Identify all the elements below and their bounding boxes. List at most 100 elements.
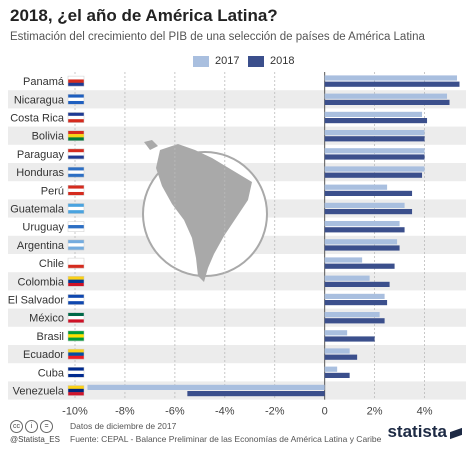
- flag-icon: [67, 294, 85, 305]
- category-label: Perú: [41, 185, 64, 197]
- source-text: Fuente: CEPAL - Balance Preliminar de la…: [70, 434, 382, 444]
- flags: [67, 75, 85, 396]
- flag-icon: [67, 330, 85, 342]
- bar-2017: [324, 75, 458, 81]
- flag-icon: [67, 257, 85, 269]
- flag-stripe: [68, 79, 84, 83]
- bar-2018: [324, 281, 390, 287]
- flag-border: [67, 330, 85, 342]
- x-tick-label: -2%: [265, 406, 285, 418]
- x-tick-label: 0: [322, 406, 328, 418]
- flag-stripe: [68, 392, 84, 396]
- bar-2017: [324, 148, 425, 154]
- grid-lines: [74, 72, 425, 400]
- category-label: Nicaragua: [14, 94, 65, 106]
- flag-stripe: [68, 152, 84, 156]
- flag-stripe: [68, 388, 84, 393]
- flag-border: [67, 148, 85, 160]
- flag-border: [67, 112, 85, 123]
- bar-2018: [324, 227, 405, 233]
- x-tick-label: -8%: [115, 406, 135, 418]
- license-icons: cc i =: [10, 420, 53, 433]
- x-tick-label: -6%: [165, 406, 185, 418]
- flag-stripe: [68, 319, 84, 323]
- flag-stripe: [68, 264, 84, 269]
- category-label: Chile: [39, 258, 64, 270]
- flag-icon: [67, 185, 85, 196]
- x-tick-label: -4%: [215, 406, 235, 418]
- flag-stripe: [68, 119, 84, 123]
- category-label: Uruguay: [22, 222, 64, 234]
- flag-stripe: [68, 334, 84, 338]
- flag-border: [67, 257, 85, 269]
- bar-2017: [324, 221, 400, 227]
- flag-stripe: [68, 337, 84, 342]
- bar-2018: [324, 336, 375, 342]
- flag-stripe: [68, 188, 84, 193]
- flag-border: [67, 239, 85, 251]
- bar-2018: [324, 190, 413, 196]
- bar-2017: [324, 184, 388, 190]
- flag-stripe: [68, 100, 84, 105]
- flag-border: [67, 385, 85, 396]
- brand-name: statista: [387, 422, 447, 441]
- flag-stripe: [68, 279, 84, 284]
- category-label: Honduras: [16, 167, 64, 179]
- flag-border: [67, 166, 85, 178]
- flag-icon: [67, 203, 85, 214]
- flag-stripe: [68, 148, 84, 153]
- bar-2017: [324, 312, 380, 318]
- footer: cc i = @Statista_ES Datos de diciembre d…: [0, 418, 474, 451]
- flag-border: [67, 276, 85, 287]
- flag-stripe: [68, 258, 84, 262]
- flag-stripe: [68, 228, 84, 232]
- chart-title: 2018, ¿el año de América Latina?: [10, 6, 278, 25]
- flag-stripe: [68, 225, 84, 229]
- category-labels: Panamá Nicaragua Costa Rica Bolivia Paraguay…: [8, 76, 65, 397]
- flag-stripe: [68, 203, 84, 208]
- flag-stripe: [68, 276, 84, 280]
- flag-icon: [67, 276, 85, 287]
- bar-2017: [324, 366, 338, 372]
- flag-border: [67, 348, 85, 360]
- flag-stripe: [68, 210, 84, 214]
- flag-stripe: [68, 316, 84, 320]
- flag-border: [67, 312, 85, 323]
- flag-stripe: [68, 261, 84, 265]
- category-label: Argentina: [17, 240, 65, 252]
- bar-2018: [324, 118, 428, 124]
- flag-stripe: [68, 294, 84, 299]
- flag-stripe: [68, 246, 84, 251]
- legend-label-2017: 2017: [215, 55, 240, 67]
- legend-swatch-2017: [193, 55, 209, 67]
- flag-icon: [67, 130, 85, 141]
- flag-border: [67, 75, 85, 87]
- bar-2017: [324, 93, 448, 99]
- flag-stripe: [68, 94, 84, 98]
- flag-border: [67, 367, 85, 378]
- legend-swatch-2018: [248, 55, 264, 67]
- flag-icon: [67, 239, 85, 251]
- flag-border: [67, 130, 85, 141]
- category-label: El Salvador: [8, 295, 65, 307]
- legend-label-2018: 2018: [270, 55, 295, 67]
- flag-stripe: [68, 373, 84, 378]
- flag-icon: [67, 367, 85, 378]
- flag-stripe: [68, 221, 84, 226]
- central-america-shape: [144, 140, 158, 150]
- flag-stripe: [68, 282, 84, 287]
- bar-2017: [324, 130, 425, 136]
- cc-icon: cc: [10, 420, 23, 433]
- flag-icon: [67, 221, 85, 232]
- category-label: Costa Rica: [10, 113, 65, 125]
- category-label: Brasil: [36, 331, 64, 343]
- flag-stripe: [68, 355, 84, 360]
- twitter-handle: @Statista_ES: [10, 435, 60, 444]
- flag-stripe: [68, 352, 84, 356]
- bar-2018: [324, 154, 425, 160]
- legend: 2017 2018: [0, 55, 474, 69]
- flag-border: [67, 221, 85, 232]
- bar-2017: [324, 293, 385, 299]
- bar-2017: [324, 275, 370, 281]
- flag-stripe: [68, 155, 84, 160]
